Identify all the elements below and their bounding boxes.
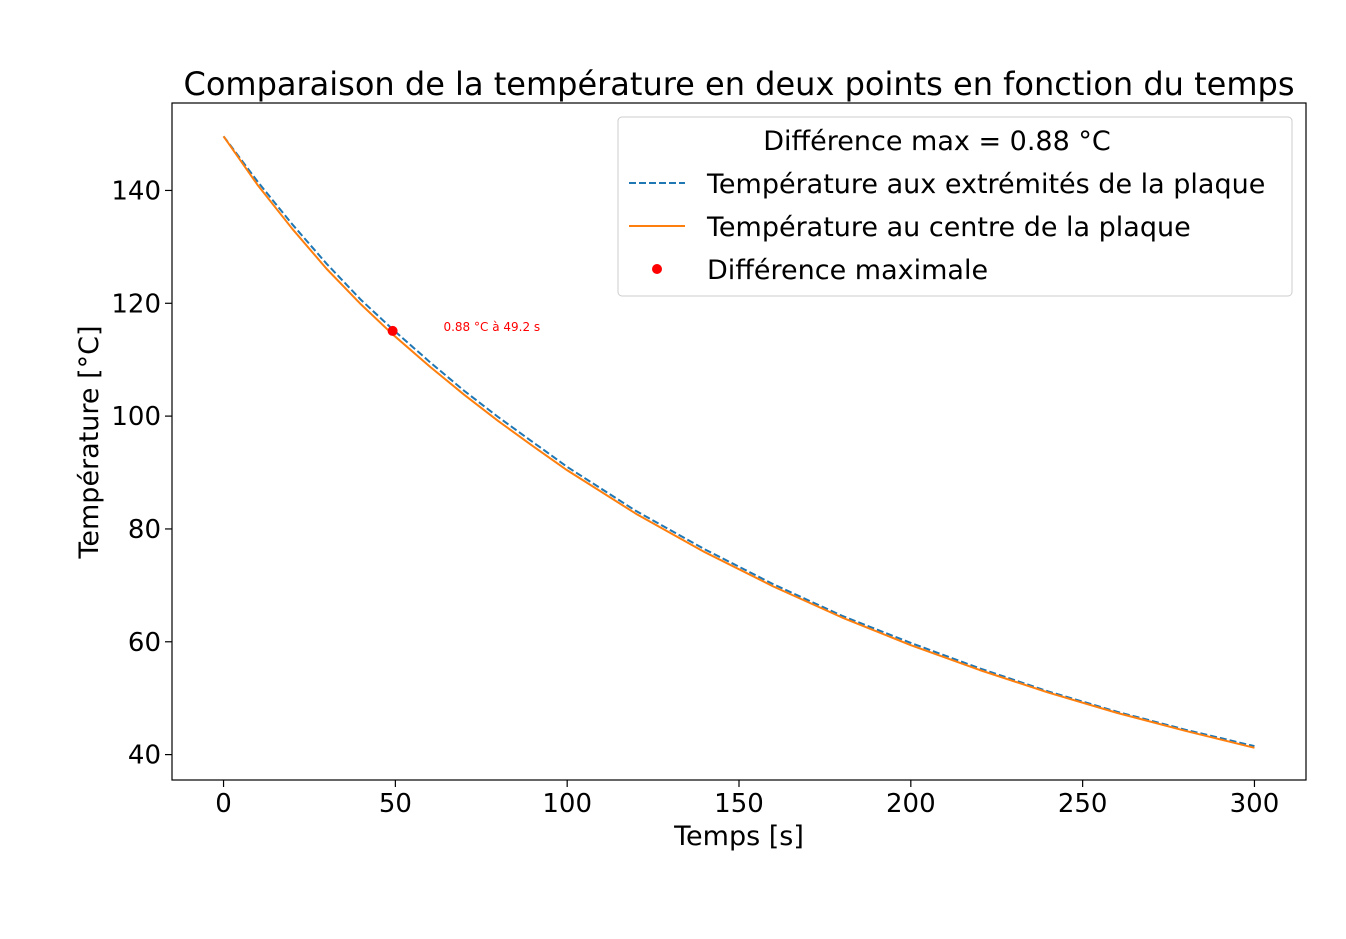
x-tick-label: 100 [542, 789, 592, 819]
x-tick-label: 150 [714, 789, 764, 819]
annotation-label: 0.88 °C à 49.2 s [443, 320, 540, 334]
legend: Différence max = 0.88 °C Température aux … [617, 116, 1293, 297]
y-tick-label: 40 [128, 741, 161, 771]
x-tick-label: 50 [379, 789, 412, 819]
x-tick-label: 250 [1058, 789, 1108, 819]
legend-entry-label: Température aux extrémités de la plaque [706, 169, 1265, 200]
y-tick-label: 120 [111, 289, 161, 319]
x-tick-label: 0 [215, 789, 232, 819]
series-line-centre [222, 135, 1255, 749]
x-axis: 0 50 100 150 200 250 300 [215, 780, 1279, 819]
max-difference-point [387, 325, 398, 336]
legend-entry-label: Différence maximale [707, 255, 988, 286]
legend-marker-difference [652, 264, 662, 274]
series-line-extremites [222, 135, 1255, 748]
x-axis-label: Temps [s] [673, 821, 804, 852]
y-axis: 40 60 80 100 120 140 [111, 176, 172, 771]
y-axis-label: Température [°C] [74, 325, 105, 559]
chart-title: Comparaison de la température en deux po… [184, 65, 1295, 103]
x-tick-label: 300 [1230, 789, 1280, 819]
legend-entry-label: Température au centre de la plaque [706, 212, 1191, 243]
y-tick-label: 140 [111, 176, 161, 206]
series-layer: 0.88 °C à 49.2 s [222, 135, 1255, 749]
y-tick-label: 80 [128, 515, 161, 545]
x-tick-label: 200 [886, 789, 936, 819]
y-tick-label: 100 [111, 402, 161, 432]
legend-box [617, 116, 1293, 297]
y-tick-label: 60 [128, 628, 161, 658]
legend-title: Différence max = 0.88 °C [763, 126, 1110, 157]
